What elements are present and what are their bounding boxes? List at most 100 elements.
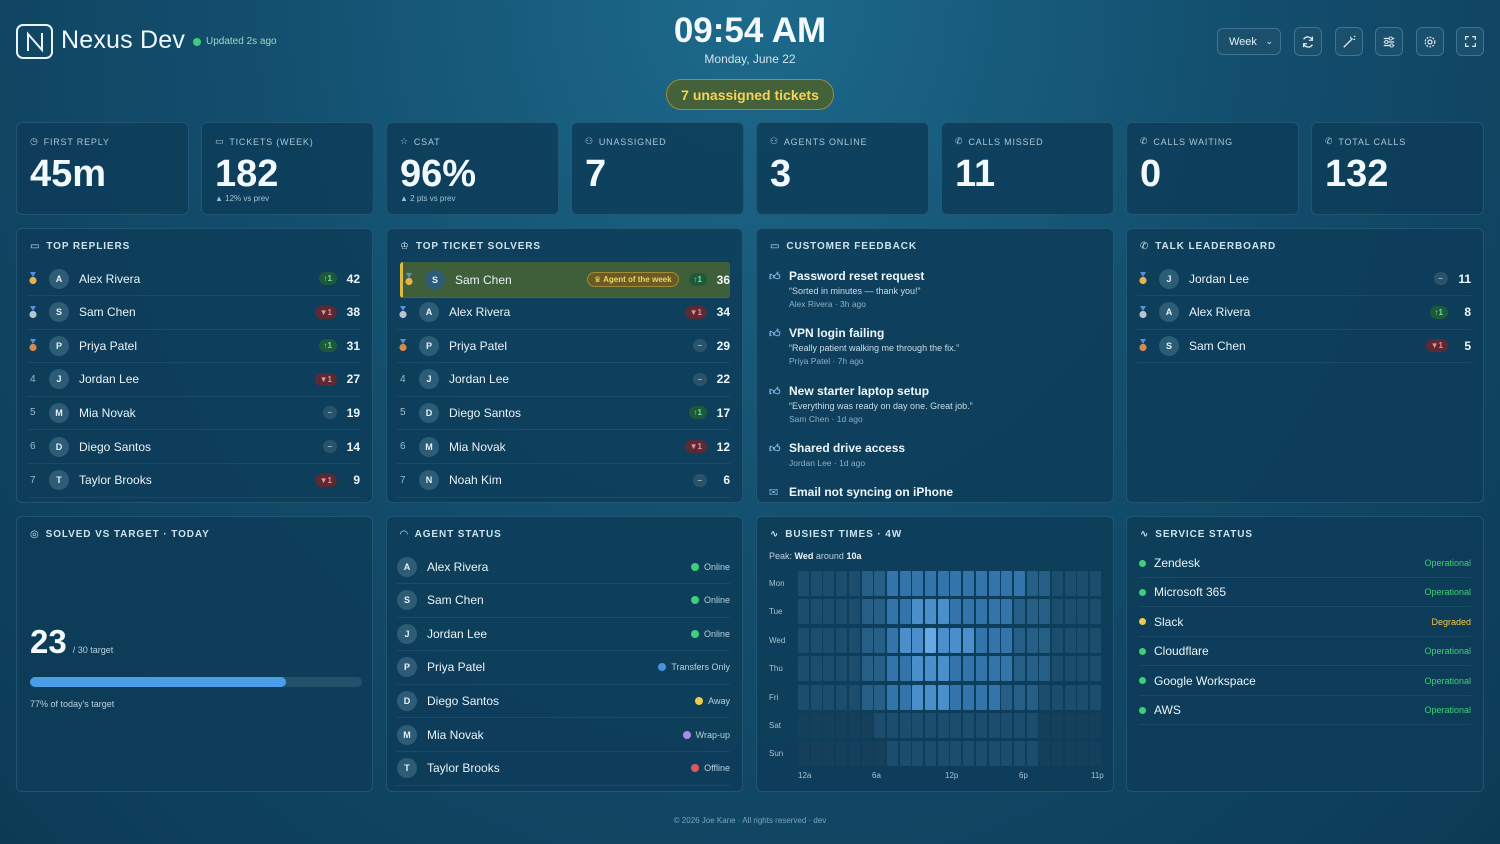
heatmap-cell: [988, 684, 1000, 710]
leaderboard-row[interactable]: 5 D Diego Santos ↑1 17: [397, 396, 730, 431]
heatmap-cell: [861, 656, 873, 682]
clock-icon: ◷: [30, 136, 39, 146]
service-row[interactable]: Cloudflare Operational: [1139, 637, 1471, 667]
activity-icon: ∿: [770, 529, 780, 540]
heatmap-cell: [886, 713, 898, 738]
avatar: T: [49, 470, 69, 491]
heatmap-cell: [798, 599, 809, 625]
heatmap-cell: [874, 684, 886, 710]
trend-badge: ↑1: [318, 272, 337, 285]
thumbs-up-icon: 👍︎: [769, 442, 781, 455]
heatmap-cell: [861, 684, 873, 710]
clock: 09:54 AM: [673, 11, 827, 50]
leaderboard-row[interactable]: A Alex Rivera ▼1 34: [397, 296, 730, 330]
service-row[interactable]: Slack Degraded: [1139, 608, 1471, 637]
heatmap-cell: [925, 571, 936, 596]
heatmap-cell: [925, 627, 936, 653]
range-select[interactable]: Week ⌄: [1217, 28, 1281, 55]
kpi-card: ✆ CALLS WAITING 0: [1126, 122, 1299, 215]
leaderboard-row[interactable]: 4 J Jordan Lee ▼1 27: [27, 363, 360, 397]
feedback-item[interactable]: 👍︎ Password reset request “Sorted in minut…: [769, 269, 1101, 309]
status-dot: [695, 696, 704, 705]
agent-row[interactable]: P Priya Patel Transfers Only: [397, 651, 730, 685]
thumbs-up-icon: 👍︎: [769, 270, 781, 283]
agent-row[interactable]: S Sam Chen Online: [397, 584, 730, 618]
rank-number: 6: [30, 441, 36, 452]
leaderboard-row[interactable]: 6 M Mia Novak ▼1 12: [397, 430, 730, 464]
heatmap-cell: [1039, 741, 1051, 767]
leaderboard-row[interactable]: 5 M Mia Novak –19: [27, 396, 360, 431]
agent-row[interactable]: M Mia Novak Wrap-up: [397, 718, 730, 752]
avatar: D: [397, 690, 417, 711]
service-status: Degraded: [1431, 616, 1471, 627]
count: 36: [716, 272, 730, 287]
leaderboard-row[interactable]: 6 D Diego Santos –14: [27, 430, 360, 464]
top-repliers-title: ▭ TOP REPLIERS: [30, 241, 130, 252]
agent-name: Jordan Lee: [1189, 271, 1250, 286]
leaderboard-row[interactable]: S Sam Chen ▼1 38: [27, 296, 360, 330]
leaderboard-row[interactable]: 4 J Jordan Lee –22: [397, 363, 730, 397]
heatmap-cell: [1013, 684, 1025, 710]
feedback-title-text: CUSTOMER FEEDBACK: [786, 241, 918, 252]
leaderboard-row[interactable]: A Alex Rivera ↑1 42: [27, 262, 360, 296]
service-name: Slack: [1154, 614, 1184, 629]
kpi-value: 0: [1140, 153, 1162, 195]
service-row[interactable]: Microsoft 365 Operational: [1139, 578, 1471, 608]
heatmap-cell: [912, 571, 924, 596]
feedback-quote: “Everything was ready on day one. Great …: [789, 401, 973, 411]
leaderboard-row[interactable]: A Alex Rivera ↑1 8: [1137, 296, 1471, 330]
settings-button[interactable]: [1416, 27, 1444, 56]
agent-name: Diego Santos: [427, 693, 500, 708]
filters-button[interactable]: [1375, 27, 1403, 56]
heatmap-cell: [861, 571, 873, 596]
leaderboard-row[interactable]: S Sam Chen ♛ Agent of the week ↑1 36: [400, 262, 730, 298]
service-row[interactable]: Zendesk Operational: [1139, 549, 1471, 578]
heatmap-cell: [848, 656, 860, 682]
heatmap-cell: [836, 656, 848, 682]
heatmap-cell: [836, 684, 848, 710]
agent-name: Taylor Brooks: [79, 473, 152, 488]
refresh-button[interactable]: [1294, 27, 1322, 56]
service-row[interactable]: AWS Operational: [1139, 696, 1471, 725]
feedback-item[interactable]: 👍︎ Shared drive access Jordan Lee · 1d ago: [769, 441, 1101, 468]
leaderboard-row[interactable]: 7 N Noah Kim – 6: [397, 464, 730, 498]
solved-count: 23 / 30 target: [30, 623, 113, 661]
kpi-value: 7: [585, 153, 607, 195]
avatar: S: [1159, 335, 1179, 356]
avatar: A: [397, 556, 417, 577]
peak-hour: 10a: [846, 551, 862, 561]
agent-row[interactable]: D Diego Santos Away: [397, 684, 730, 719]
agent-row[interactable]: T Taylor Brooks Offline: [397, 752, 730, 786]
heatmap-cell: [861, 713, 873, 738]
kpi-card: ⚇ AGENTS ONLINE 3: [756, 122, 929, 215]
leaderboard-row[interactable]: S Sam Chen ▼1 5: [1137, 329, 1471, 364]
feedback-item[interactable]: 👍︎ VPN login failing “Really patient walki…: [769, 326, 1101, 366]
kpi-label-text: UNASSIGNED: [598, 136, 667, 147]
heatmap-cell: [937, 684, 949, 710]
agent-row[interactable]: J Jordan Lee Online: [397, 617, 730, 652]
kpi-label-text: FIRST REPLY: [43, 136, 110, 147]
agent-status: Online: [690, 629, 730, 639]
feedback-item[interactable]: 👍︎ New starter laptop setup “Everything wa…: [769, 384, 1101, 424]
leaderboard-row[interactable]: 7 T Taylor Brooks ▼1 9: [27, 464, 360, 498]
heatmap-cell: [925, 656, 936, 682]
service-row[interactable]: Google Workspace Operational: [1139, 667, 1471, 696]
feedback-item[interactable]: ✉ Email not syncing on iPhone: [769, 485, 1101, 499]
avatar: S: [49, 302, 69, 323]
heatmap-cell: [810, 599, 822, 625]
unassigned-tickets-pill[interactable]: 7 unassigned tickets: [666, 79, 834, 110]
status-dot: [690, 596, 699, 605]
magic-button[interactable]: [1335, 27, 1363, 56]
leaderboard-row[interactable]: P Priya Patel –29: [397, 329, 730, 364]
heatmap-cell: [975, 684, 987, 710]
agent-row[interactable]: A Alex Rivera Online: [397, 550, 730, 584]
heatmap-cell: [1064, 684, 1076, 710]
avatar: M: [49, 402, 69, 423]
leaderboard-row[interactable]: P Priya Patel ↑1 31: [27, 329, 360, 364]
rank-number: 7: [400, 474, 406, 486]
feedback-title: 👍︎ New starter laptop setup: [769, 384, 1101, 398]
leaderboard-row[interactable]: J Jordan Lee –11: [1137, 262, 1471, 296]
fullscreen-button[interactable]: [1456, 27, 1484, 56]
feedback-quote: “Sorted in minutes — thank you!”: [789, 286, 921, 296]
status-dot: [1139, 618, 1146, 626]
